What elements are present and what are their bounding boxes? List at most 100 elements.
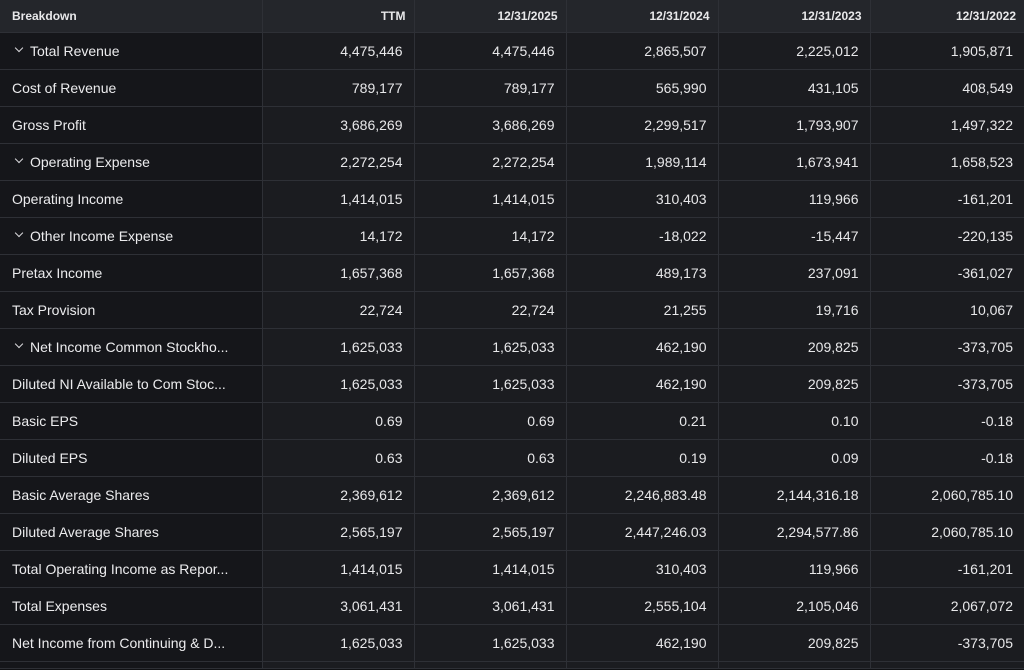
row-label: Diluted EPS [12,450,88,466]
value-cell: 2,369,612 [414,476,567,514]
chevron-down-icon[interactable] [15,156,23,164]
table-row: Net Income from Continuing & D... 1,625,0… [0,624,1024,662]
empty-cell [414,661,567,669]
row-label: Gross Profit [12,117,86,133]
value-cell: 2,447,246.03 [566,513,719,551]
value-cell: 4,475,446 [262,32,415,70]
value-cell: 1,625,033 [414,365,567,403]
row-label: Cost of Revenue [12,80,117,96]
value-cell: -0.18 [870,439,1024,477]
value-cell: -161,201 [870,180,1024,218]
row-label: Net Income Common Stockho... [30,339,229,355]
header-breakdown[interactable]: Breakdown [0,0,263,33]
chevron-down-icon[interactable] [15,230,23,238]
table-row: Cost of Revenue 789,177 789,177 565,990 431,… [0,69,1024,107]
row-label: Tax Provision [12,302,96,318]
row-label-cell[interactable]: Total Revenue [0,32,263,70]
row-label-cell: Gross Profit [0,106,263,144]
row-label-cell[interactable]: Other Income Expense [0,217,263,255]
header-ttm[interactable]: TTM [262,0,415,33]
row-label-cell: Tax Provision [0,291,263,329]
value-cell: 1,658,523 [870,143,1024,181]
table-body: Total Revenue 4,475,446 4,475,446 2,865,507… [0,32,1024,669]
value-cell: 22,724 [414,291,567,329]
header-2025[interactable]: 12/31/2025 [414,0,567,33]
value-cell: 237,091 [718,254,871,292]
table-row: Diluted EPS 0.63 0.63 0.19 0.09 -0.18 [0,439,1024,477]
value-cell: -161,201 [870,550,1024,588]
row-label-cell: Diluted Average Shares [0,513,263,551]
table-row: Diluted NI Available to Com Stoc... 1,625… [0,365,1024,403]
row-label: Other Income Expense [30,228,174,244]
value-cell: 2,060,785.10 [870,513,1024,551]
value-cell: 0.19 [566,439,719,477]
value-cell: 0.21 [566,402,719,440]
value-cell: 565,990 [566,69,719,107]
header-2023[interactable]: 12/31/2023 [718,0,871,33]
row-label-cell: Net Income from Continuing & D... [0,624,263,662]
value-cell: 2,144,316.18 [718,476,871,514]
value-cell: 19,716 [718,291,871,329]
row-label: Operating Expense [30,154,150,170]
value-cell: 2,272,254 [414,143,567,181]
value-cell: 462,190 [566,328,719,366]
row-label-cell[interactable]: Net Income Common Stockho... [0,328,263,366]
row-label-cell: Cost of Revenue [0,69,263,107]
row-label: Total Revenue [30,43,120,59]
value-cell: -373,705 [870,624,1024,662]
table-row: Gross Profit 3,686,269 3,686,269 2,299,517 1… [0,106,1024,144]
value-cell: 1,625,033 [262,328,415,366]
value-cell: 2,565,197 [262,513,415,551]
value-cell: 1,673,941 [718,143,871,181]
empty-cell [718,661,871,669]
value-cell: -18,022 [566,217,719,255]
row-label: Net Income from Continuing & D... [12,635,226,651]
value-cell: 2,067,072 [870,587,1024,625]
header-2022[interactable]: 12/31/2022 [870,0,1024,33]
row-label: Basic EPS [12,413,79,429]
value-cell: 3,686,269 [262,106,415,144]
value-cell: 119,966 [718,180,871,218]
value-cell: 0.63 [262,439,415,477]
value-cell: -0.18 [870,402,1024,440]
value-cell: 1,625,033 [262,624,415,662]
header-row: Breakdown TTM 12/31/2025 12/31/2024 12/3… [0,0,1024,33]
row-label: Diluted Average Shares [12,524,159,540]
value-cell: 2,369,612 [262,476,415,514]
row-label-cell[interactable]: Operating Expense [0,143,263,181]
header-2024[interactable]: 12/31/2024 [566,0,719,33]
value-cell: 2,865,507 [566,32,719,70]
chevron-down-icon[interactable] [15,45,23,53]
value-cell: 0.69 [414,402,567,440]
value-cell: 10,067 [870,291,1024,329]
value-cell: 789,177 [414,69,567,107]
value-cell: 1,414,015 [414,180,567,218]
empty-cell [262,661,415,669]
value-cell: 1,414,015 [262,550,415,588]
row-label: Diluted NI Available to Com Stoc... [12,376,226,392]
value-cell: 2,246,883.48 [566,476,719,514]
row-label: Pretax Income [12,265,103,281]
table-row: Total Revenue 4,475,446 4,475,446 2,865,507… [0,32,1024,70]
value-cell: 1,657,368 [262,254,415,292]
value-cell: 0.09 [718,439,871,477]
value-cell: 310,403 [566,180,719,218]
table-row: Total Operating Income as Repor... 1,414,… [0,550,1024,588]
value-cell: 4,475,446 [414,32,567,70]
chevron-down-icon[interactable] [15,341,23,349]
row-label-cell: Total Expenses [0,587,263,625]
value-cell: 1,625,033 [414,328,567,366]
value-cell: 14,172 [262,217,415,255]
table-row: Operating Expense 2,272,254 2,272,254 1,989… [0,143,1024,181]
value-cell: 1,625,033 [414,624,567,662]
value-cell: 119,966 [718,550,871,588]
value-cell: 209,825 [718,365,871,403]
value-cell: 489,173 [566,254,719,292]
table-row: Operating Income 1,414,015 1,414,015 310,40… [0,180,1024,218]
value-cell: 3,686,269 [414,106,567,144]
value-cell: 462,190 [566,624,719,662]
table-row-partial [0,661,1024,669]
value-cell: 14,172 [414,217,567,255]
value-cell: 1,989,114 [566,143,719,181]
table-header: Breakdown TTM 12/31/2025 12/31/2024 12/3… [0,0,1024,33]
